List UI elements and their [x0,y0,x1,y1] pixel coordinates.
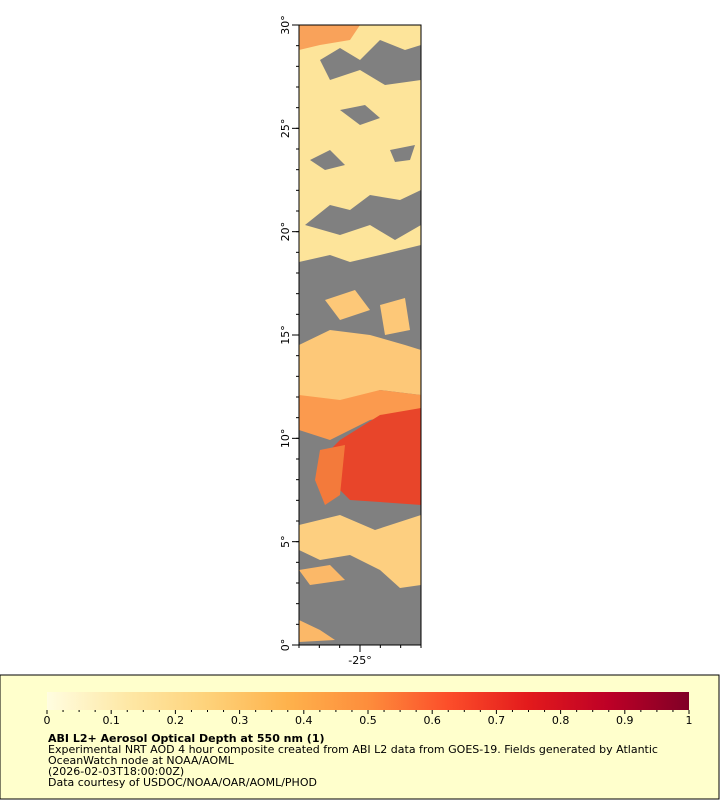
colorbar-tick-label: 0.3 [231,714,249,727]
y-tick-label: 25° [279,119,292,139]
colorbar [47,692,689,710]
colorbar-tick-label: 0 [44,714,51,727]
y-tick-label: 5° [279,535,292,548]
y-tick-label: 0° [279,639,292,652]
colorbar-tick-label: 0.7 [488,714,506,727]
colorbar-tick-label: 1 [686,714,693,727]
caption-line: Experimental NRT AOD 4 hour composite cr… [48,743,658,756]
y-tick-label: 20° [279,222,292,242]
caption-line: OceanWatch node at NOAA/AOML [48,754,235,767]
colorbar-tick-label: 0.8 [552,714,570,727]
caption-title: ABI L2+ Aerosol Optical Depth at 550 nm … [48,732,325,745]
colorbar-tick-label: 0.2 [167,714,185,727]
caption-line: Data courtesy of USDOC/NOAA/OAR/AOML/PHO… [48,776,317,789]
x-tick-label: -25° [348,654,371,667]
map-image [299,25,421,645]
y-tick-label: 10° [279,429,292,449]
colorbar-tick-label: 0.1 [102,714,120,727]
colorbar-tick-label: 0.5 [359,714,377,727]
y-tick-label: 15° [279,325,292,345]
caption-line: (2026-02-03T18:00:00Z) [48,765,184,778]
colorbar-tick-label: 0.9 [616,714,634,727]
colorbar-tick-label: 0.6 [423,714,441,727]
colorbar-tick-label: 0.4 [295,714,313,727]
y-tick-label: 30° [279,15,292,35]
